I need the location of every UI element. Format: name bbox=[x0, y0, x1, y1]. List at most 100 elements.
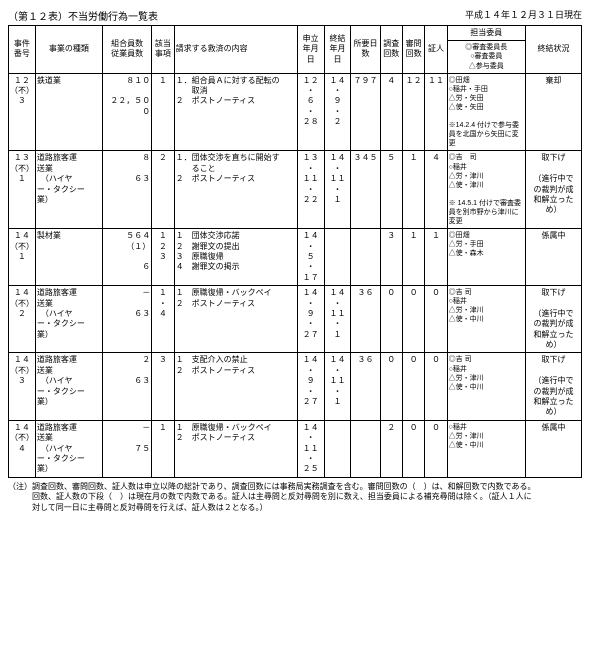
hdr-enddate: 終結年月日 bbox=[324, 26, 351, 74]
cell: ３ bbox=[380, 229, 402, 286]
cell: １４・９・２７ bbox=[297, 286, 324, 353]
hdr-caseno: 事件番号 bbox=[9, 26, 36, 74]
cell: ８１０２２，５００ bbox=[103, 73, 152, 151]
cell: １４・１１・１ bbox=[324, 151, 351, 229]
cell: ５ bbox=[380, 151, 402, 229]
hdr-item: 該当事項 bbox=[152, 26, 174, 74]
cell: 鉄道業 bbox=[35, 73, 102, 151]
cell: ８６３ bbox=[103, 151, 152, 229]
cell bbox=[324, 229, 351, 286]
hdr-biz: 事業の種類 bbox=[35, 26, 102, 74]
cell bbox=[324, 420, 351, 477]
cell: １ bbox=[402, 229, 424, 286]
cell: ０ bbox=[425, 420, 447, 477]
cell: ３４５ bbox=[351, 151, 380, 229]
cell: ◎吉 司○稲井△労・津川△使・津川※ 14.5.1 付けで審査委員を別市野から津… bbox=[447, 151, 525, 229]
cell: ２ bbox=[152, 151, 174, 229]
cell: ２ bbox=[380, 420, 402, 477]
cell: 道路旅客運送業 （ハイヤー・タクシー業） bbox=[35, 420, 102, 477]
hdr-relief: 請求する救済の内容 bbox=[174, 26, 297, 74]
header-row-1: 事件番号 事業の種類 組合員数従業員数 該当事項 請求する救済の内容 申立年月日… bbox=[9, 26, 582, 41]
cell: ３６ bbox=[351, 286, 380, 353]
cell: １ bbox=[152, 420, 174, 477]
hdr-appdate: 申立年月日 bbox=[297, 26, 324, 74]
table-row: １４（不）４道路旅客運送業 （ハイヤー・タクシー業）－７５１１ 原職復帰・バック… bbox=[9, 420, 582, 477]
cell: ◎吉 司○稲井△労・津川△使・中川 bbox=[447, 353, 525, 420]
cell: ７９７ bbox=[351, 73, 380, 151]
cell: １３・１１・２２ bbox=[297, 151, 324, 229]
cell: ０ bbox=[380, 286, 402, 353]
cell: １ bbox=[402, 151, 424, 229]
cell: １２ bbox=[402, 73, 424, 151]
cell: １ 原職復帰・バックペイ２ ポストノーティス bbox=[174, 286, 297, 353]
cell: ５６４（１）６ bbox=[103, 229, 152, 286]
cell: ３ bbox=[152, 353, 174, 420]
hdr-status: 終結状況 bbox=[525, 26, 581, 74]
cell: ２６３ bbox=[103, 353, 152, 420]
cell: ３６ bbox=[351, 353, 380, 420]
cell: ０ bbox=[402, 286, 424, 353]
cell: ０ bbox=[402, 420, 424, 477]
cell: ０ bbox=[380, 353, 402, 420]
footnote: （注）調査回数、審問回数、証人数は申立以降の総計であり、調査回数には事務局実務調… bbox=[8, 482, 582, 513]
cell: ０ bbox=[402, 353, 424, 420]
table-title: （第１２表）不当労働行為一覧表 bbox=[8, 8, 158, 23]
cell: ４ bbox=[425, 151, 447, 229]
hdr-committee: ◎審査委員長○審査委員△参与委員 bbox=[447, 41, 525, 73]
cell: １ bbox=[425, 229, 447, 286]
cell: 棄却 bbox=[525, 73, 581, 151]
cell: ◎吉 司○稲井△労・津川△使・中川 bbox=[447, 286, 525, 353]
cell: １ 支配介入の禁止２ ポストノーティス bbox=[174, 353, 297, 420]
cell: ４ bbox=[380, 73, 402, 151]
cell: １４・９・２７ bbox=[297, 353, 324, 420]
cell: １２・６・２８ bbox=[297, 73, 324, 151]
cell: 製材業 bbox=[35, 229, 102, 286]
cell: １４（不）３ bbox=[9, 353, 36, 420]
hdr-days: 所要日数 bbox=[351, 26, 380, 74]
hdr-members: 組合員数従業員数 bbox=[103, 26, 152, 74]
cell: １４（不）４ bbox=[9, 420, 36, 477]
hdr-committee-group: 担当委員 bbox=[447, 26, 525, 41]
cell: １４（不）１ bbox=[9, 229, 36, 286]
cell: 取下げ（進行中での裁判が成和解立っため） bbox=[525, 286, 581, 353]
as-of-date: 平成１４年１２月３１日現在 bbox=[465, 8, 582, 23]
cell: １４・９・２ bbox=[324, 73, 351, 151]
cell: 係属中 bbox=[525, 229, 581, 286]
cell: ０ bbox=[425, 286, 447, 353]
cell: １４（不）２ bbox=[9, 286, 36, 353]
hdr-hearing: 審問回数 bbox=[402, 26, 424, 74]
cell: 道路旅客運送業 （ハイヤー・タクシー業） bbox=[35, 286, 102, 353]
cell: ◎田畑○稲井・手田△労・矢田△使・矢田※14.2.4 付けで参与委員を北国から矢… bbox=[447, 73, 525, 151]
cell: １ bbox=[152, 73, 174, 151]
cell: １４・１１・１ bbox=[324, 286, 351, 353]
cell: １２３ bbox=[152, 229, 174, 286]
cell: ０ bbox=[425, 353, 447, 420]
cell: 取下げ（進行中での裁判が成和解立っため） bbox=[525, 353, 581, 420]
table-row: １４（不）１製材業５６４（１）６１２３１ 団体交渉応諾２ 謝罪文の提出３ 原職復… bbox=[9, 229, 582, 286]
cell: 係属中 bbox=[525, 420, 581, 477]
cell: １４・１１・２５ bbox=[297, 420, 324, 477]
table-row: １４（不）３道路旅客運送業 （ハイヤー・タクシー業）２６３３１ 支配介入の禁止２… bbox=[9, 353, 582, 420]
cell: ○稲井△労・津川△使・中川 bbox=[447, 420, 525, 477]
hdr-witness: 証人 bbox=[425, 26, 447, 74]
cell: １ 団体交渉応諾２ 謝罪文の提出３ 原職復帰４ 謝罪文の掲示 bbox=[174, 229, 297, 286]
hdr-invest: 調査回数 bbox=[380, 26, 402, 74]
cell bbox=[351, 229, 380, 286]
cell: －６３ bbox=[103, 286, 152, 353]
cell: １・４ bbox=[152, 286, 174, 353]
table-row: １４（不）２道路旅客運送業 （ハイヤー・タクシー業）－６３１・４１ 原職復帰・バ… bbox=[9, 286, 582, 353]
table-row: １３（不）１道路旅客運送業 （ハイヤー・タクシー業）８６３２１．団体交渉を直ちに… bbox=[9, 151, 582, 229]
cell: －７５ bbox=[103, 420, 152, 477]
cell: １．団体交渉を直ちに開始す ること２ ポストノーティス bbox=[174, 151, 297, 229]
cell: 取下げ（進行中での裁判が成和解立っため） bbox=[525, 151, 581, 229]
cell: 道路旅客運送業 （ハイヤー・タクシー業） bbox=[35, 151, 102, 229]
cell: １３（不）１ bbox=[9, 151, 36, 229]
cell: １ 原職復帰・バックペイ２ ポストノーティス bbox=[174, 420, 297, 477]
cell bbox=[351, 420, 380, 477]
cell: １２（不）３ bbox=[9, 73, 36, 151]
main-table: 事件番号 事業の種類 組合員数従業員数 該当事項 請求する救済の内容 申立年月日… bbox=[8, 25, 582, 478]
cell: １４・１１・１ bbox=[324, 353, 351, 420]
cell: １．組合員Ａに対する配転の 取消２ ポストノーティス bbox=[174, 73, 297, 151]
cell: 道路旅客運送業 （ハイヤー・タクシー業） bbox=[35, 353, 102, 420]
cell: ◎田畑△労・手田△使・森木 bbox=[447, 229, 525, 286]
